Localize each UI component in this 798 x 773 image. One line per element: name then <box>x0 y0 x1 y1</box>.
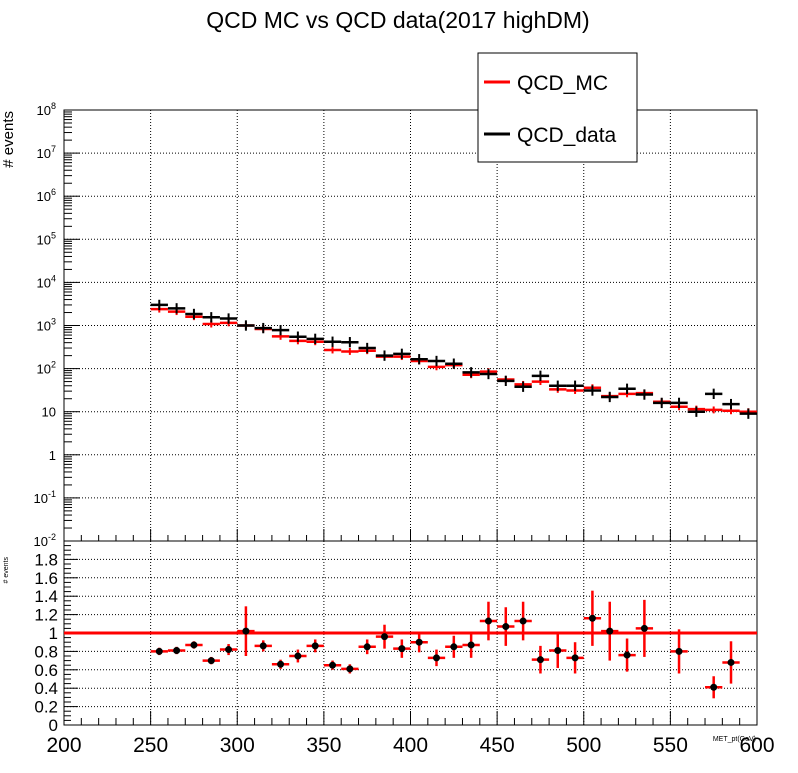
ratio-point <box>640 624 648 632</box>
ratio-point <box>294 652 302 660</box>
ratio-point <box>571 654 579 662</box>
bottom-y-tick-label: 1.8 <box>34 550 58 569</box>
bottom-y-tick-label: 0.6 <box>34 661 58 680</box>
x-tick-label: 450 <box>480 734 515 757</box>
ratio-point <box>277 660 285 668</box>
ratio-point <box>225 646 233 654</box>
bottom-y-tick-label: 0.2 <box>34 698 58 717</box>
bottom-grid <box>64 541 757 725</box>
x-axis-label: MET_pt(GeV) <box>713 736 756 743</box>
top-marks <box>150 299 757 419</box>
bottom-y-tick-label: 0 <box>49 716 58 735</box>
ratio-point <box>467 641 475 649</box>
top-y-tick-label: 106 <box>37 187 56 204</box>
top-y-tick-label: 108 <box>37 101 56 118</box>
legend-label-mc: QCD_MC <box>517 72 608 95</box>
x-tick-label: 300 <box>220 734 255 757</box>
ratio-point <box>190 641 198 649</box>
ratio-point <box>363 643 371 651</box>
ratio-point <box>536 656 544 664</box>
chart-title: QCD MC vs QCD data(2017 highDM) <box>206 7 589 33</box>
ratio-point <box>502 623 510 631</box>
ratio-point <box>207 657 215 665</box>
ratio-point <box>242 627 250 635</box>
ratio-point <box>727 658 735 666</box>
top-y-tick-label: 103 <box>37 317 56 334</box>
legend-label-data: QCD_data <box>517 124 617 147</box>
ratio-point <box>155 647 163 655</box>
ratio-point <box>173 646 181 654</box>
ratio-point <box>329 661 337 669</box>
bottom-y-tick-label: 0.8 <box>34 642 58 661</box>
ratio-point <box>484 617 492 625</box>
ratio-point <box>554 646 562 654</box>
legend-box <box>477 52 638 163</box>
top-y-tick-label: 10-2 <box>34 532 56 549</box>
x-tick-label: 200 <box>46 734 81 757</box>
bottom-y-tick-label: 1 <box>49 624 58 643</box>
top-y-tick-label: 105 <box>37 230 56 247</box>
ratio-point <box>588 614 596 622</box>
bottom-y-tick-label: 1.6 <box>34 569 58 588</box>
ratio-point <box>710 683 718 691</box>
top-y-tick-label: 10 <box>42 405 56 420</box>
ratio-point <box>519 617 527 625</box>
bottom-marks <box>64 590 757 699</box>
top-y-tick-label: 107 <box>37 144 56 161</box>
x-tick-label: 600 <box>739 734 774 757</box>
bottom-y-tick-label: 1.4 <box>34 587 58 606</box>
top-y-axis-label: # events <box>0 111 17 168</box>
ratio-point <box>675 647 683 655</box>
top-y-tick-label: 102 <box>37 360 56 377</box>
x-tick-label: 500 <box>566 734 601 757</box>
ratio-point <box>415 638 423 646</box>
ratio-point <box>311 642 319 650</box>
x-tick-label: 250 <box>133 734 168 757</box>
x-tick-label: 400 <box>393 734 428 757</box>
ratio-point <box>606 627 614 635</box>
ratio-point <box>623 651 631 659</box>
legend: QCD_MC QCD_data <box>477 52 638 163</box>
ratio-point <box>432 654 440 662</box>
bottom-y-tick-label: 1.2 <box>34 606 58 625</box>
ratio-point <box>381 633 389 641</box>
x-tick-label: 350 <box>306 734 341 757</box>
bottom-y-tick-label: 0.4 <box>34 679 58 698</box>
x-tick-label: 550 <box>653 734 688 757</box>
ratio-point <box>346 665 354 673</box>
top-y-tick-label: 10-1 <box>34 489 56 506</box>
ratio-point <box>259 642 267 650</box>
ratio-point <box>398 645 406 653</box>
bottom-y-axis-label: # events <box>3 557 10 584</box>
ratio-point <box>450 643 458 651</box>
top-y-tick-label: 104 <box>37 273 56 290</box>
top-y-tick-label: 1 <box>49 448 56 463</box>
